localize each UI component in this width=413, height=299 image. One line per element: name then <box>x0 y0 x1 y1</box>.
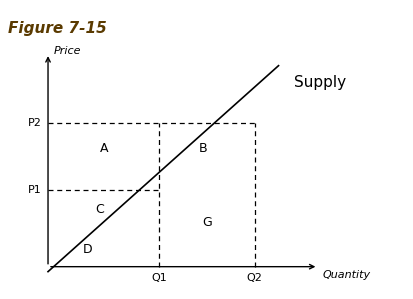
Text: B: B <box>198 142 207 155</box>
Text: Quantity: Quantity <box>321 270 370 280</box>
Text: Figure 7-15: Figure 7-15 <box>8 21 107 36</box>
Text: Supply: Supply <box>294 75 346 91</box>
Text: Price: Price <box>54 46 81 56</box>
Text: A: A <box>99 142 108 155</box>
Text: C: C <box>95 203 104 216</box>
Text: Q2: Q2 <box>246 273 262 283</box>
Text: D: D <box>83 243 93 256</box>
Text: P1: P1 <box>28 185 42 195</box>
Text: G: G <box>202 216 211 228</box>
Text: P2: P2 <box>28 118 42 128</box>
Text: Q1: Q1 <box>151 273 167 283</box>
